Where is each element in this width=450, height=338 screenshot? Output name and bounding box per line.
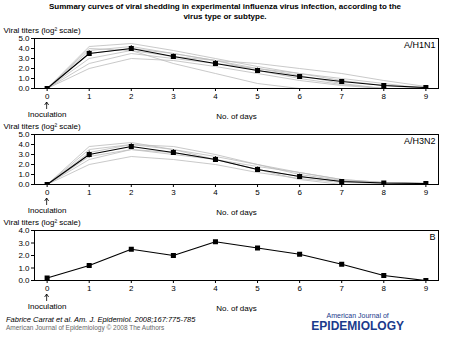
svg-text:Viral titers (log² scale): Viral titers (log² scale)	[4, 122, 82, 131]
svg-text:Inoculation: Inoculation	[28, 206, 67, 215]
svg-text:5.0: 5.0	[18, 34, 30, 43]
svg-text:5: 5	[255, 92, 260, 101]
svg-text:5: 5	[255, 188, 260, 197]
svg-text:4.0: 4.0	[18, 226, 30, 235]
svg-text:2.0: 2.0	[18, 64, 30, 73]
svg-text:4.0: 4.0	[18, 140, 30, 149]
svg-text:1.0: 1.0	[18, 170, 30, 179]
svg-text:2: 2	[129, 92, 134, 101]
svg-text:No. of days: No. of days	[216, 112, 256, 121]
svg-text:A/H1N1: A/H1N1	[404, 40, 436, 50]
svg-text:7: 7	[339, 92, 344, 101]
svg-text:3.0: 3.0	[18, 54, 30, 63]
svg-text:9: 9	[424, 284, 429, 293]
html-text:American Journal of: American Journal of	[326, 312, 389, 319]
svg-text:2: 2	[129, 188, 134, 197]
html-text:Fabrice Carrat et al. Am. J. E: Fabrice Carrat et al. Am. J. Epidemiol. …	[6, 314, 196, 324]
svg-text:3: 3	[171, 284, 176, 293]
svg-text:Inoculation: Inoculation	[28, 110, 67, 119]
svg-text:8: 8	[382, 284, 387, 293]
svg-text:6: 6	[297, 188, 302, 197]
svg-text:1.0: 1.0	[18, 264, 30, 273]
svg-text:7: 7	[339, 284, 344, 293]
svg-text:2.0: 2.0	[18, 251, 30, 260]
svg-text:0.0: 0.0	[18, 180, 30, 189]
svg-text:3.0: 3.0	[18, 150, 30, 159]
svg-text:0.0: 0.0	[18, 276, 30, 285]
svg-text:8: 8	[382, 92, 387, 101]
svg-text:4.0: 4.0	[18, 44, 30, 53]
svg-text:1: 1	[87, 284, 92, 293]
svg-text:1: 1	[87, 188, 92, 197]
svg-text:0: 0	[45, 188, 50, 197]
svg-text:Viral titers (log² scale): Viral titers (log² scale)	[4, 218, 82, 227]
svg-text:4: 4	[213, 284, 218, 293]
svg-text:3: 3	[171, 188, 176, 197]
svg-text:9: 9	[424, 188, 429, 197]
svg-text:7: 7	[339, 188, 344, 197]
svg-text:3.0: 3.0	[18, 239, 30, 248]
svg-text:1: 1	[87, 92, 92, 101]
svg-text:Inoculation: Inoculation	[28, 302, 67, 311]
svg-text:0: 0	[45, 284, 50, 293]
svg-text:A/H3N2: A/H3N2	[404, 136, 436, 146]
svg-text:3: 3	[171, 92, 176, 101]
svg-text:No. of days: No. of days	[216, 304, 256, 313]
svg-text:4: 4	[213, 188, 218, 197]
svg-text:1.0: 1.0	[18, 74, 30, 83]
svg-text:0: 0	[45, 92, 50, 101]
html-text:EPIDEMIOLOGY: EPIDEMIOLOGY	[311, 318, 404, 333]
svg-text:8: 8	[382, 188, 387, 197]
html-text:Summary curves of viral sheddi: Summary curves of viral shedding in expe…	[49, 2, 401, 21]
svg-text:No. of days: No. of days	[216, 208, 256, 217]
svg-text:2.0: 2.0	[18, 160, 30, 169]
svg-text:6: 6	[297, 92, 302, 101]
svg-text:B: B	[429, 232, 435, 242]
svg-text:5.0: 5.0	[18, 130, 30, 139]
svg-text:0.0: 0.0	[18, 84, 30, 93]
svg-text:2: 2	[129, 284, 134, 293]
html-text:American Journal of Epidemiolo: American Journal of Epidemiology © 2008 …	[6, 324, 165, 332]
svg-text:6: 6	[297, 284, 302, 293]
svg-text:Viral titers (log² scale): Viral titers (log² scale)	[4, 26, 82, 35]
svg-text:9: 9	[424, 92, 429, 101]
svg-text:4: 4	[213, 92, 218, 101]
svg-text:5: 5	[255, 284, 260, 293]
